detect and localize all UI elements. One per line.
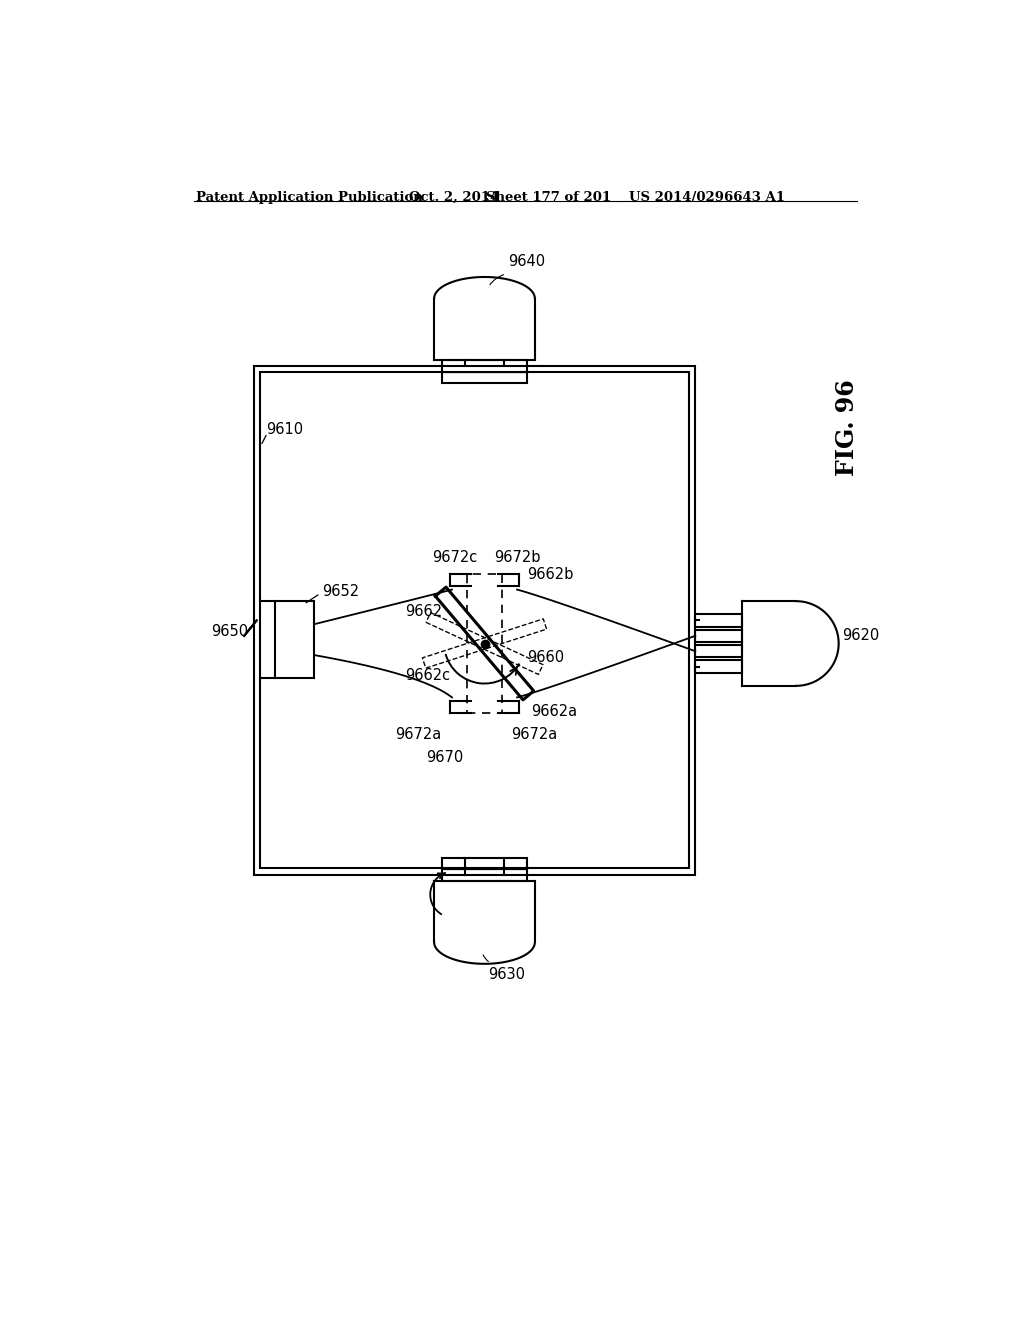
Bar: [275, 601, 314, 678]
Text: 9662a: 9662a: [531, 704, 578, 719]
Text: 9662b: 9662b: [527, 566, 573, 582]
Bar: [695, 660, 741, 673]
Text: 9662c: 9662c: [406, 668, 451, 684]
Text: 9630: 9630: [488, 966, 525, 982]
Bar: [695, 614, 741, 627]
Text: 9672b: 9672b: [494, 549, 541, 565]
Text: 9672a: 9672a: [395, 727, 441, 742]
Text: 9610: 9610: [266, 422, 303, 437]
Text: FIG. 96: FIG. 96: [836, 380, 859, 477]
Text: 9640: 9640: [508, 255, 545, 269]
Text: 9620: 9620: [843, 628, 880, 643]
Text: 9652: 9652: [322, 585, 358, 599]
Text: 9672c: 9672c: [432, 549, 477, 565]
Text: 9650: 9650: [211, 624, 248, 639]
Text: 9660: 9660: [527, 649, 564, 665]
Text: US 2014/0296643 A1: US 2014/0296643 A1: [630, 191, 785, 203]
Text: Sheet 177 of 201: Sheet 177 of 201: [486, 191, 611, 203]
Bar: [254, 367, 695, 875]
Bar: [695, 630, 741, 642]
Text: 9670: 9670: [426, 750, 464, 766]
Bar: [442, 858, 527, 880]
Bar: [442, 360, 527, 383]
Bar: [695, 645, 741, 657]
Bar: [260, 372, 689, 869]
Text: 9672a: 9672a: [512, 727, 558, 742]
Bar: [467, 574, 502, 713]
Text: 9662: 9662: [406, 603, 442, 619]
Text: Patent Application Publication: Patent Application Publication: [197, 191, 423, 203]
Text: Oct. 2, 2014: Oct. 2, 2014: [410, 191, 500, 203]
